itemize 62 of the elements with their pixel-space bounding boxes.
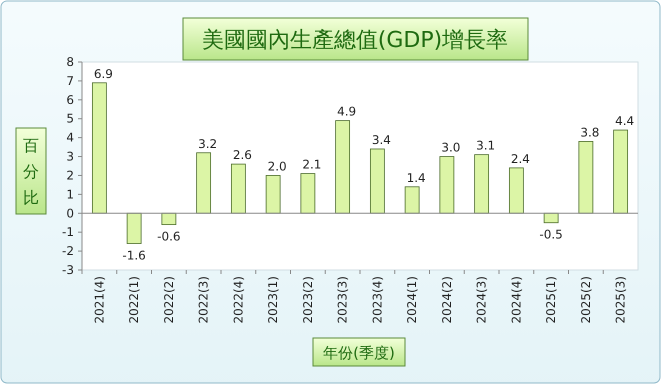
data-label: 2.0: [268, 159, 287, 174]
data-label: 3.1: [476, 138, 496, 153]
data-label: -0.6: [157, 230, 181, 244]
bar: [335, 120, 350, 214]
x-tick-label: 2024(3): [474, 276, 489, 324]
y-tick-label: 6: [66, 92, 74, 107]
bar: [508, 167, 524, 214]
y-tick-label: -2: [62, 244, 74, 258]
x-tick-label: 2024(4): [509, 276, 524, 324]
bar: [196, 152, 212, 214]
data-label: 6.9: [94, 66, 113, 81]
data-label: -1.6: [122, 248, 146, 263]
data-label: -0.5: [539, 228, 563, 242]
bar: [266, 175, 281, 214]
y-tick-label: 3: [66, 150, 74, 164]
bar: [404, 186, 420, 214]
bar: [300, 173, 316, 214]
data-label: 4.4: [615, 114, 634, 128]
data-label: 3.0: [441, 140, 460, 155]
y-tick-label: 7: [66, 74, 74, 88]
y-tick-label: 4: [66, 130, 74, 145]
x-tick-label: 2023(2): [300, 276, 315, 324]
bar: [474, 154, 490, 214]
bar: [126, 212, 142, 244]
y-tick-label: -3: [62, 263, 74, 277]
x-tick-label: 2024(1): [405, 276, 420, 324]
x-tick-label: 2023(3): [336, 276, 350, 324]
data-label: 2.1: [302, 158, 322, 172]
data-label: 1.4: [406, 170, 426, 185]
data-label: 2.6: [232, 148, 252, 162]
data-label: 2.4: [510, 152, 530, 166]
x-tick-label: 2025(1): [544, 276, 558, 324]
x-tick-label: 2024(2): [440, 276, 454, 324]
x-tick-label: 2023(4): [370, 276, 384, 324]
y-tick-label: 5: [66, 112, 74, 126]
x-tick-label: 2022(3): [196, 276, 211, 324]
x-tick-label: 2023(1): [266, 276, 280, 324]
data-label: 3.4: [372, 132, 391, 147]
bar: [613, 130, 628, 214]
bar: [92, 82, 107, 214]
bar: [230, 164, 246, 214]
data-label: 3.2: [198, 136, 218, 151]
bar: [439, 156, 454, 214]
x-tick-label: 2022(4): [231, 276, 246, 324]
y-axis-title: 百分比: [23, 136, 39, 207]
x-axis-title: 年份(季度): [323, 344, 395, 362]
y-tick-label: 8: [66, 55, 74, 69]
bar: [161, 212, 176, 226]
x-tick-label: 2025(3): [614, 276, 628, 324]
x-tick-label: 2021(4): [92, 276, 106, 324]
x-tick-label: 2022(1): [127, 276, 142, 324]
chart-title: 美國國內生產總值(GDP)增長率: [202, 28, 508, 53]
data-label: 4.9: [337, 104, 356, 119]
y-tick-label: 2: [66, 168, 74, 182]
x-tick-label: 2025(2): [578, 276, 593, 324]
x-tick-label: 2022(2): [162, 276, 176, 324]
data-label: 3.8: [580, 125, 600, 140]
bar: [370, 148, 385, 214]
y-tick-label: -1: [62, 225, 74, 240]
y-tick-label: 1: [66, 187, 74, 202]
bar: [578, 141, 594, 214]
y-tick-label: 0: [66, 206, 74, 220]
